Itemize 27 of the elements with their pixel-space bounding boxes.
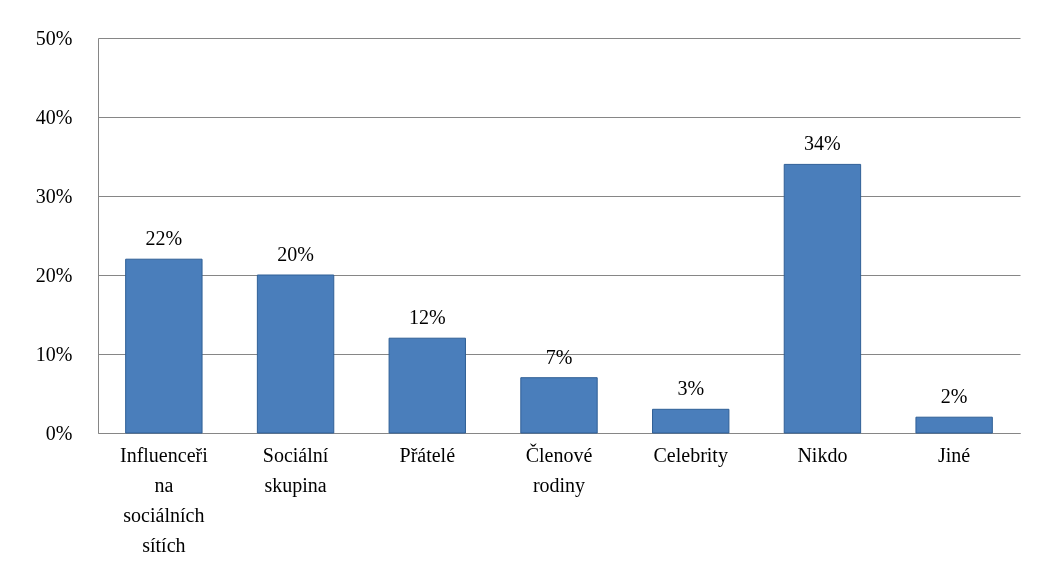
data-label: 3% (677, 377, 705, 400)
x-tick-label: Influenceři na sociálních sítích (119, 443, 209, 556)
x-tick-label: Jiné (938, 443, 971, 466)
bar (652, 408, 730, 434)
bar (915, 416, 993, 434)
bar (125, 258, 203, 434)
x-tick-label: Přátelé (399, 443, 456, 466)
y-tick-label: 30% (35, 184, 73, 207)
x-tick-label: Nikdo (797, 443, 848, 466)
y-tick-label: 50% (35, 26, 73, 49)
y-tick-label: 10% (35, 342, 73, 365)
data-label: 7% (545, 345, 573, 368)
y-tick-label: 40% (35, 105, 73, 128)
data-label: 2% (940, 385, 968, 408)
x-tick-label: Členové rodiny (525, 442, 593, 497)
bar (388, 337, 466, 434)
bar (783, 163, 862, 434)
x-tick-label: Sociální skupina (262, 443, 329, 497)
data-label: 12% (408, 306, 446, 329)
bar (256, 274, 335, 434)
bar (520, 377, 598, 434)
data-label: 22% (145, 227, 183, 250)
data-label: 20% (277, 243, 314, 265)
x-tick-label: Celebrity (653, 443, 728, 467)
data-label: 34% (804, 132, 841, 155)
y-tick-label: 20% (35, 263, 73, 286)
y-tick-label: 0% (45, 421, 73, 444)
